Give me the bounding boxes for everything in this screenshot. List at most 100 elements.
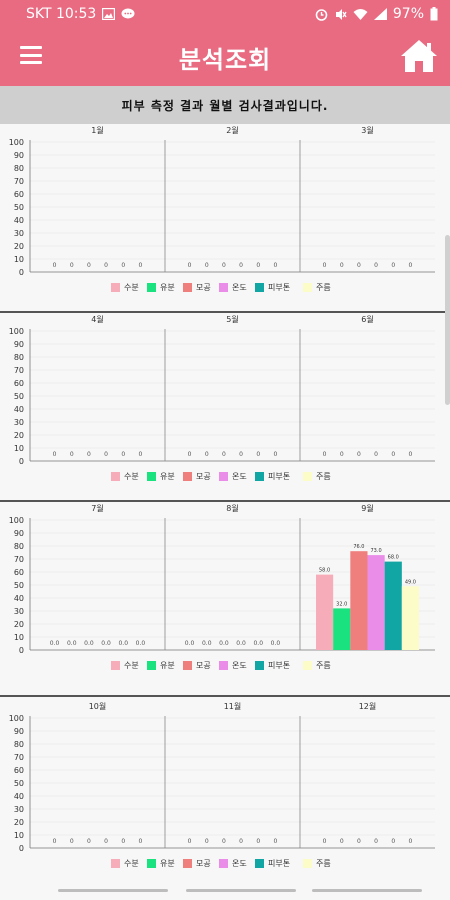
- legend-label: 주름: [316, 283, 331, 292]
- bar-value-label: 0: [205, 451, 209, 458]
- wifi-icon: [353, 9, 368, 20]
- y-tick-label: 70: [14, 555, 24, 564]
- y-tick-label: 60: [14, 190, 24, 199]
- bar-value-label: 0: [323, 262, 327, 269]
- y-tick-label: 80: [14, 740, 24, 749]
- bar-value-label: 0: [256, 451, 260, 458]
- bar-value-label: 0: [205, 262, 209, 269]
- bar-value-label: 0: [357, 838, 361, 845]
- nav-hint-left: [58, 889, 168, 892]
- legend-swatch: [183, 661, 192, 670]
- y-tick-label: 10: [14, 633, 24, 642]
- subtitle-bar: 피부 측정 결과 월별 검사결과입니다.: [0, 86, 450, 124]
- bar-value-label: 73.0: [371, 548, 382, 554]
- legend-swatch: [111, 472, 120, 481]
- y-tick-label: 20: [14, 242, 24, 251]
- bar-value-label: 0: [87, 262, 91, 269]
- bar-value-label: 0: [239, 838, 243, 845]
- y-tick-label: 0: [19, 646, 24, 655]
- home-icon[interactable]: [400, 38, 438, 74]
- y-tick-label: 70: [14, 366, 24, 375]
- bar-value-label: 0: [70, 262, 74, 269]
- app-bar: 분석조회: [0, 28, 450, 86]
- bar-value-label: 0: [53, 262, 57, 269]
- legend-swatch: [255, 859, 264, 868]
- bar-value-label: 0: [357, 262, 361, 269]
- legend-label: 피부톤: [268, 859, 290, 868]
- y-tick-label: 60: [14, 379, 24, 388]
- legend-swatch: [255, 472, 264, 481]
- scrollbar-thumb[interactable]: [445, 235, 450, 405]
- y-tick-label: 40: [14, 792, 24, 801]
- bar-value-label: 0: [222, 838, 226, 845]
- legend-label: 유분: [160, 283, 175, 292]
- y-tick-label: 40: [14, 405, 24, 414]
- y-tick-label: 100: [9, 327, 24, 336]
- y-tick-label: 80: [14, 164, 24, 173]
- legend-label: 모공: [196, 859, 211, 868]
- y-tick-label: 90: [14, 340, 24, 349]
- mute-icon: [335, 8, 347, 20]
- y-tick-label: 50: [14, 392, 24, 401]
- bar-value-label: 0.0: [253, 640, 263, 647]
- bar-value-label: 0.0: [101, 640, 111, 647]
- bar-value-label: 0: [239, 451, 243, 458]
- alarm-icon: [315, 8, 328, 21]
- bar-value-label: 0: [409, 838, 413, 845]
- quarter-divider: [0, 500, 450, 502]
- month-label: 7월: [91, 503, 103, 513]
- y-tick-label: 0: [19, 844, 24, 853]
- bar: [401, 586, 419, 650]
- month-label: 6월: [361, 314, 373, 324]
- bar-value-label: 68.0: [388, 555, 399, 561]
- month-label: 4월: [91, 314, 103, 324]
- legend-swatch: [183, 283, 192, 292]
- bar-value-label: 0.0: [219, 640, 229, 647]
- bar-value-label: 0: [188, 262, 192, 269]
- y-tick-label: 10: [14, 831, 24, 840]
- bar-value-label: 49.0: [405, 579, 416, 585]
- y-tick-label: 90: [14, 151, 24, 160]
- bar-value-label: 0: [104, 451, 108, 458]
- bar-value-label: 0: [139, 262, 143, 269]
- signal-icon: [373, 8, 387, 20]
- month-label: 11월: [224, 701, 242, 711]
- battery-text: 97%: [392, 6, 424, 22]
- legend-label: 피부톤: [268, 283, 290, 292]
- bar-value-label: 0.0: [67, 640, 77, 647]
- bar-value-label: 0: [222, 262, 226, 269]
- legend-swatch: [147, 283, 156, 292]
- y-tick-label: 30: [14, 418, 24, 427]
- y-tick-label: 60: [14, 568, 24, 577]
- legend-label: 수분: [124, 472, 139, 481]
- bar-value-label: 0: [188, 451, 192, 458]
- legend-swatch: [147, 859, 156, 868]
- legend-swatch: [303, 661, 312, 670]
- y-tick-label: 80: [14, 353, 24, 362]
- quarter-divider: [0, 695, 450, 697]
- bar-value-label: 0: [256, 262, 260, 269]
- y-tick-label: 30: [14, 805, 24, 814]
- quarter-chart-q1: 1월 2월 3월 0 10 20 30 40 50 60 70 80 90 100 0 0 0 0 0 0 0 0 0 0 0 0…: [9, 125, 435, 292]
- bar: [316, 574, 334, 650]
- quarter-divider: [0, 311, 450, 313]
- bar: [350, 551, 368, 650]
- month-label: 1월: [91, 125, 103, 135]
- legend-swatch: [303, 283, 312, 292]
- subtitle-text: 피부 측정 결과 월별 검사결과입니다.: [121, 98, 329, 113]
- bar-value-label: 0: [104, 262, 108, 269]
- legend-label: 피부톤: [268, 661, 290, 670]
- bar-value-label: 0: [222, 451, 226, 458]
- legend-swatch: [219, 859, 228, 868]
- battery-icon: [430, 7, 438, 21]
- month-label: 5월: [226, 314, 238, 324]
- y-tick-label: 100: [9, 714, 24, 723]
- bar-value-label: 0: [391, 838, 395, 845]
- legend-swatch: [303, 472, 312, 481]
- y-tick-label: 70: [14, 177, 24, 186]
- bar-value-label: 0: [87, 451, 91, 458]
- legend-label: 주름: [316, 859, 331, 868]
- y-tick-label: 80: [14, 542, 24, 551]
- legend-swatch: [255, 661, 264, 670]
- hamburger-menu-icon[interactable]: [20, 46, 42, 64]
